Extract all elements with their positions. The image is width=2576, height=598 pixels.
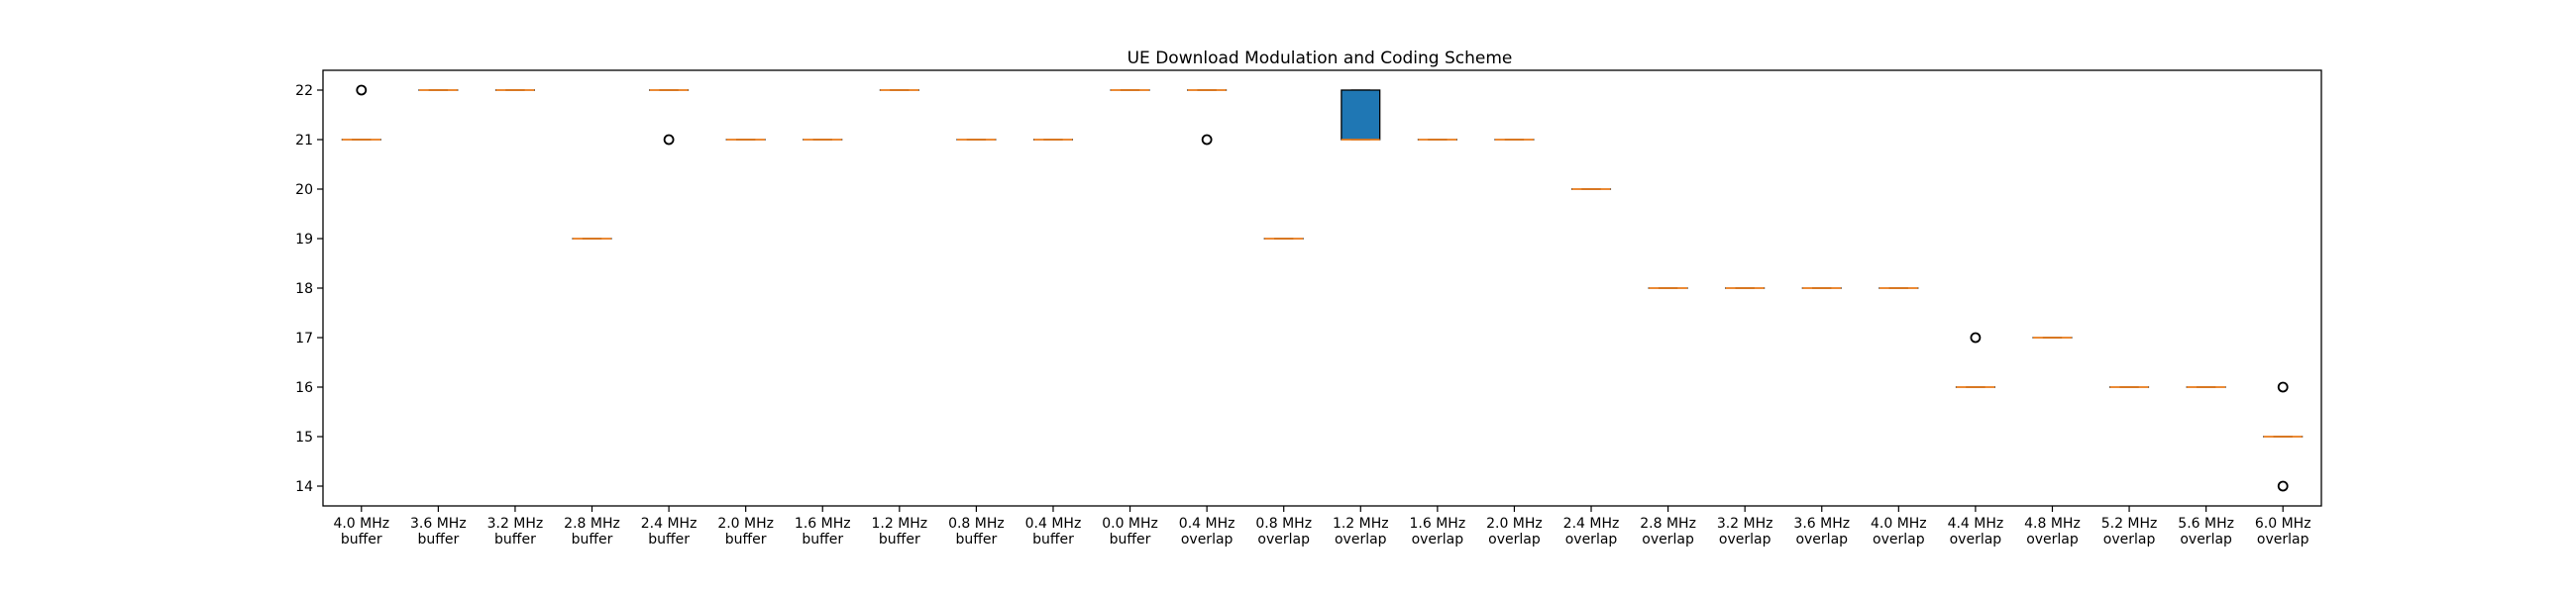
x-tick-label-line: 2.8 MHz [1640,516,1696,532]
x-tick-label-line: buffer [572,532,613,548]
x-tick-label-line: 2.4 MHz [641,516,698,532]
x-tick-label-line: buffer [341,532,382,548]
x-tick-label-line: overlap [1412,532,1464,548]
x-tick-label-line: buffer [802,532,843,548]
x-tick-label-line: buffer [648,532,690,548]
x-tick-label-line: 4.0 MHz [333,516,389,532]
x-tick-label-line: buffer [956,532,998,548]
x-tick-label-line: 6.0 MHz [2255,516,2311,532]
outlier-point [1203,136,1212,145]
x-tick-label-line: 2.8 MHz [564,516,620,532]
x-tick-label-line: overlap [2103,532,2156,548]
x-tick-label-line: 5.6 MHz [2178,516,2234,532]
x-tick-label-line: 0.4 MHz [1179,516,1235,532]
x-tick-label-line: 0.0 MHz [1102,516,1158,532]
chart-title: UE Download Modulation and Coding Scheme [1127,49,1513,68]
x-tick-label-line: 3.6 MHz [1793,516,1850,532]
x-tick-label-line: 4.0 MHz [1871,516,1927,532]
x-tick-label-line: overlap [2026,532,2079,548]
outlier-point [665,136,674,145]
x-tick-label-line: overlap [2257,532,2309,548]
plot-frame [323,70,2321,506]
y-tick-label: 22 [295,83,313,99]
x-tick-label-line: overlap [1335,532,1387,548]
y-tick-label: 15 [295,430,313,446]
x-tick-label-line: 2.0 MHz [717,516,774,532]
x-tick-label-line: 0.8 MHz [1255,516,1312,532]
x-tick-label-line: 0.8 MHz [948,516,1005,532]
outlier-point [2279,482,2288,491]
x-tick-label-line: 1.2 MHz [871,516,927,532]
x-tick-label-line: overlap [1257,532,1310,548]
x-tick-label-line: buffer [879,532,920,548]
x-tick-label-line: 3.6 MHz [410,516,467,532]
x-tick-label-line: overlap [1719,532,1771,548]
x-tick-label-line: 4.4 MHz [1948,516,2004,532]
box [1342,90,1380,140]
y-tick-label: 16 [295,380,313,396]
x-tick-label-line: 1.2 MHz [1333,516,1389,532]
y-tick-label: 19 [295,232,313,248]
outlier-point [357,86,366,95]
x-tick-label-line: 2.0 MHz [1486,516,1543,532]
x-tick-label-line: overlap [1950,532,2002,548]
x-tick-label-line: 3.2 MHz [1717,516,1773,532]
y-tick-label: 14 [295,479,313,495]
x-tick-label-line: overlap [1873,532,1925,548]
x-tick-label-line: 3.2 MHz [487,516,544,532]
x-tick-label-line: overlap [1181,532,1234,548]
x-tick-label-line: buffer [1110,532,1151,548]
y-tick-label: 17 [295,331,313,347]
x-tick-label-line: buffer [417,532,459,548]
x-tick-label-line: buffer [494,532,536,548]
x-tick-label-line: 5.2 MHz [2101,516,2158,532]
y-tick-label: 20 [295,182,313,198]
x-tick-label-line: overlap [1488,532,1541,548]
x-tick-label-line: 4.8 MHz [2024,516,2081,532]
outlier-point [1971,334,1980,343]
x-tick-label-line: 1.6 MHz [1410,516,1466,532]
x-tick-label-line: 0.4 MHz [1025,516,1082,532]
x-tick-label-line: buffer [1032,532,1074,548]
x-tick-label-line: overlap [2180,532,2232,548]
y-tick-label: 21 [295,133,313,149]
x-tick-label-line: overlap [1642,532,1694,548]
x-tick-label-line: buffer [725,532,767,548]
outlier-point [2279,383,2288,392]
x-tick-label-line: 1.6 MHz [795,516,851,532]
y-tick-label: 18 [295,281,313,297]
x-tick-label-line: 2.4 MHz [1563,516,1620,532]
x-tick-label-line: overlap [1565,532,1618,548]
x-tick-label-line: overlap [1795,532,1848,548]
